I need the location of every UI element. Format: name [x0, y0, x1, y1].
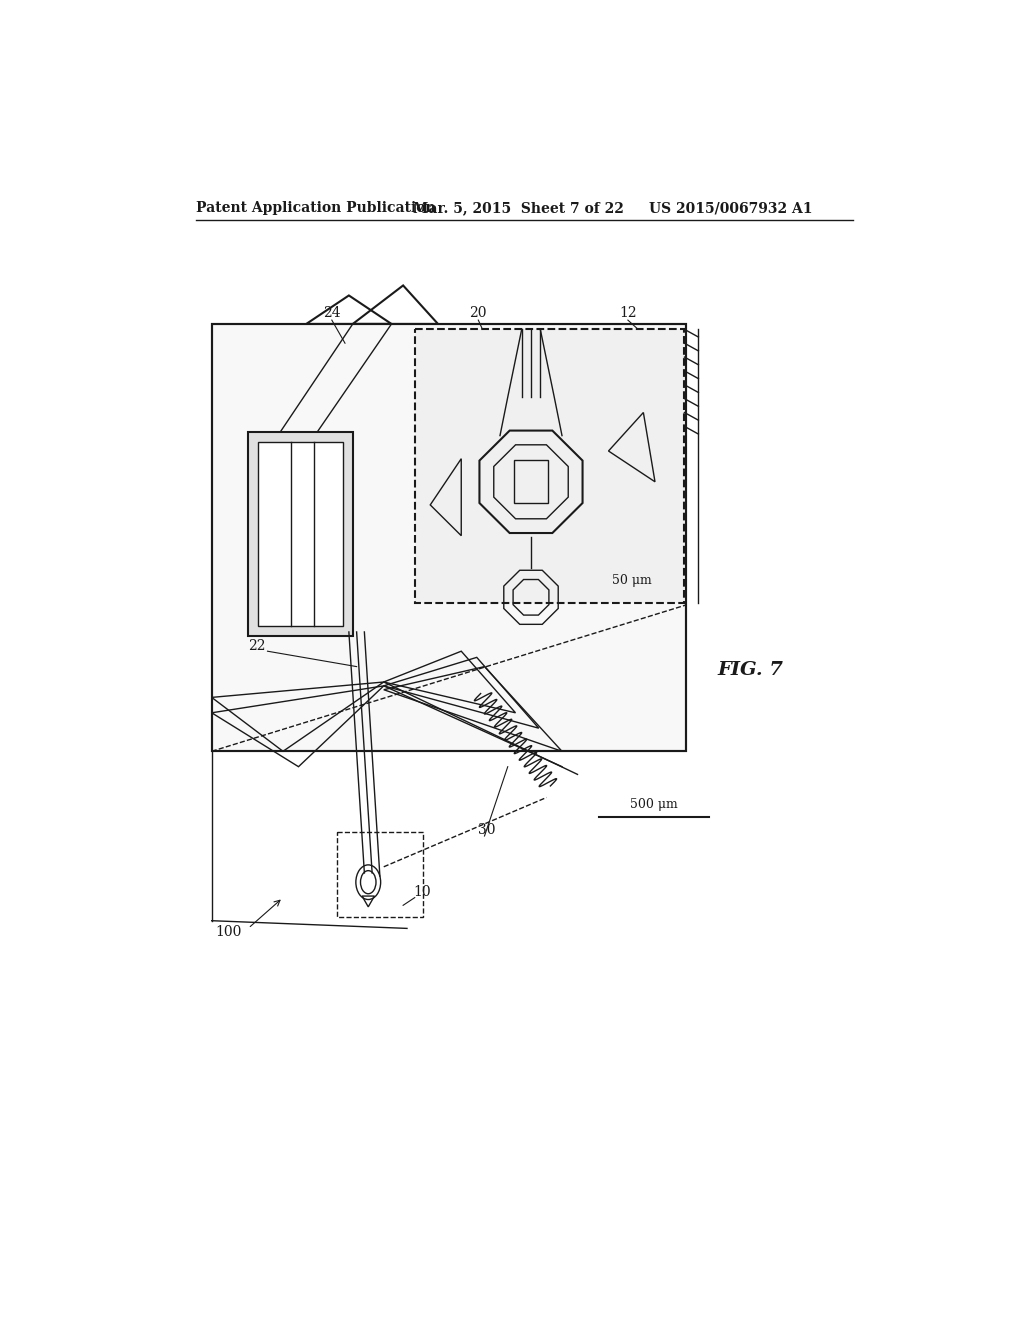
- Text: 20: 20: [470, 306, 487, 319]
- Text: 24: 24: [323, 306, 341, 319]
- Text: Patent Application Publication: Patent Application Publication: [197, 202, 436, 215]
- Polygon shape: [415, 330, 684, 603]
- Text: 30: 30: [478, 824, 496, 837]
- Text: US 2015/0067932 A1: US 2015/0067932 A1: [649, 202, 812, 215]
- Text: 10: 10: [414, 886, 431, 899]
- Text: Mar. 5, 2015  Sheet 7 of 22: Mar. 5, 2015 Sheet 7 of 22: [414, 202, 624, 215]
- Text: 50 μm: 50 μm: [612, 574, 651, 587]
- Text: 500 μm: 500 μm: [631, 797, 678, 810]
- Polygon shape: [212, 323, 686, 751]
- Polygon shape: [248, 432, 352, 636]
- Polygon shape: [258, 442, 343, 626]
- Text: 22: 22: [248, 639, 265, 652]
- Text: 100: 100: [216, 925, 242, 939]
- Text: FIG. 7: FIG. 7: [717, 661, 783, 680]
- Text: 12: 12: [620, 306, 637, 319]
